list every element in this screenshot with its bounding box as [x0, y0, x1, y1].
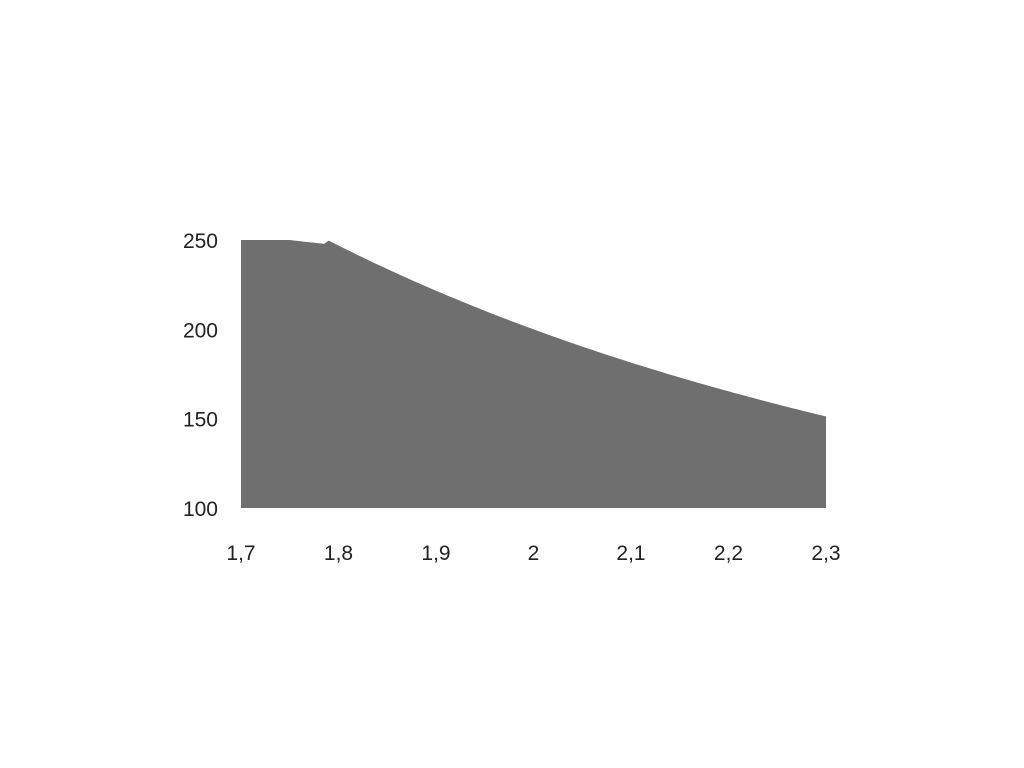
x-tick-label: 2,1: [616, 542, 645, 565]
y-tick-label: 250: [183, 230, 218, 253]
y-tick-label: 200: [183, 319, 218, 342]
y-axis-ticks: 100 150 200 250: [183, 230, 218, 521]
x-tick-label: 1,7: [226, 542, 255, 565]
area-series: [241, 240, 826, 508]
y-tick-label: 100: [183, 498, 218, 521]
x-tick-label: 2,2: [714, 542, 743, 565]
x-axis-ticks: 1,7 1,8 1,9 2 2,1 2,2 2,3: [226, 542, 840, 565]
x-tick-label: 2,3: [811, 542, 840, 565]
x-tick-label: 2: [528, 542, 540, 565]
x-tick-label: 1,8: [324, 542, 353, 565]
y-tick-label: 150: [183, 409, 218, 432]
x-tick-label: 1,9: [421, 542, 450, 565]
